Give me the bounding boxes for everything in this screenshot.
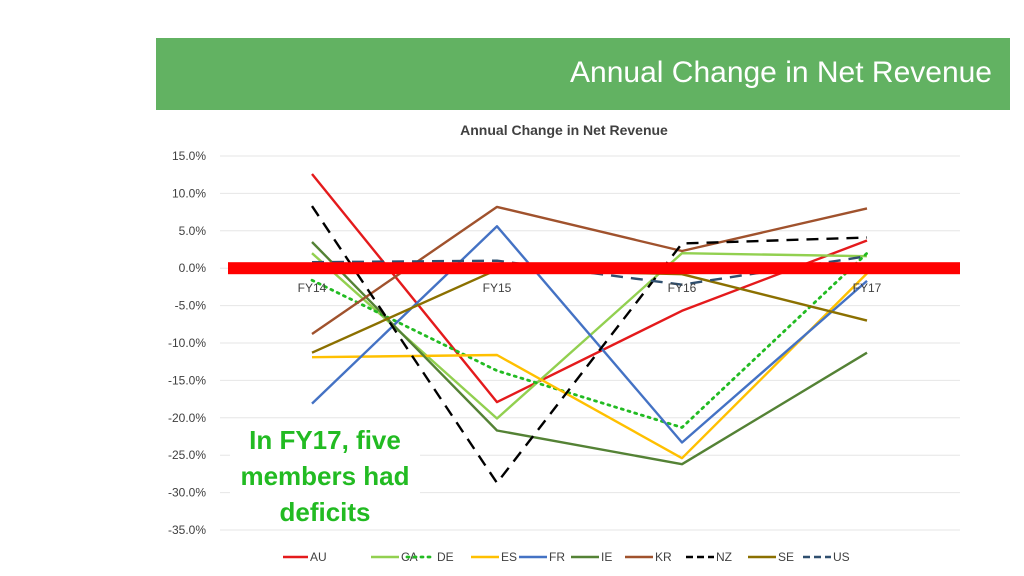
- y-tick-label: 10.0%: [172, 186, 206, 200]
- x-tick-label: FY17: [853, 281, 882, 295]
- legend-label-de: DE: [437, 550, 454, 564]
- zero-highlight-bar: [228, 262, 960, 275]
- legend-label-ie: IE: [601, 550, 612, 564]
- callout-text: In FY17, five members had deficits: [230, 422, 420, 528]
- y-tick-label: -30.0%: [168, 486, 206, 500]
- series-line-de: [310, 251, 869, 429]
- legend-label-se: SE: [778, 550, 794, 564]
- y-tick-label: 0.0%: [179, 261, 207, 275]
- chart-title: Annual Change in Net Revenue: [460, 122, 668, 138]
- series-line-nz: [311, 205, 868, 485]
- slide-title: Annual Change in Net Revenue: [570, 56, 992, 89]
- y-tick-label: -15.0%: [168, 373, 206, 387]
- y-tick-label: -5.0%: [175, 299, 207, 313]
- y-tick-label: -10.0%: [168, 336, 206, 350]
- legend-label-nz: NZ: [716, 550, 732, 564]
- legend-label-au: AU: [310, 550, 327, 564]
- legend-label-kr: KR: [655, 550, 672, 564]
- callout-line-1: In FY17, five: [249, 425, 401, 455]
- legend-label-es: ES: [501, 550, 517, 564]
- series-line-es: [311, 272, 868, 460]
- callout-line-2: members had: [240, 461, 410, 491]
- title-banner: Annual Change in Net Revenue: [156, 38, 1010, 110]
- y-tick-label: -35.0%: [168, 523, 206, 537]
- series-line-ie: [311, 241, 868, 466]
- y-tick-label: 5.0%: [179, 224, 207, 238]
- series-line-se: [311, 268, 868, 354]
- legend-label-us: US: [833, 550, 850, 564]
- x-tick-label: FY15: [483, 281, 512, 295]
- series-line-au: [311, 173, 868, 404]
- x-tick-label: FY14: [298, 281, 327, 295]
- x-tick-label: FY16: [668, 281, 697, 295]
- series-line-fr: [311, 225, 868, 444]
- callout-line-3: deficits: [279, 497, 371, 527]
- legend-label-fr: FR: [549, 550, 565, 564]
- y-tick-label: 15.0%: [172, 149, 206, 163]
- y-tick-label: -20.0%: [168, 411, 206, 425]
- y-tick-label: -25.0%: [168, 448, 206, 462]
